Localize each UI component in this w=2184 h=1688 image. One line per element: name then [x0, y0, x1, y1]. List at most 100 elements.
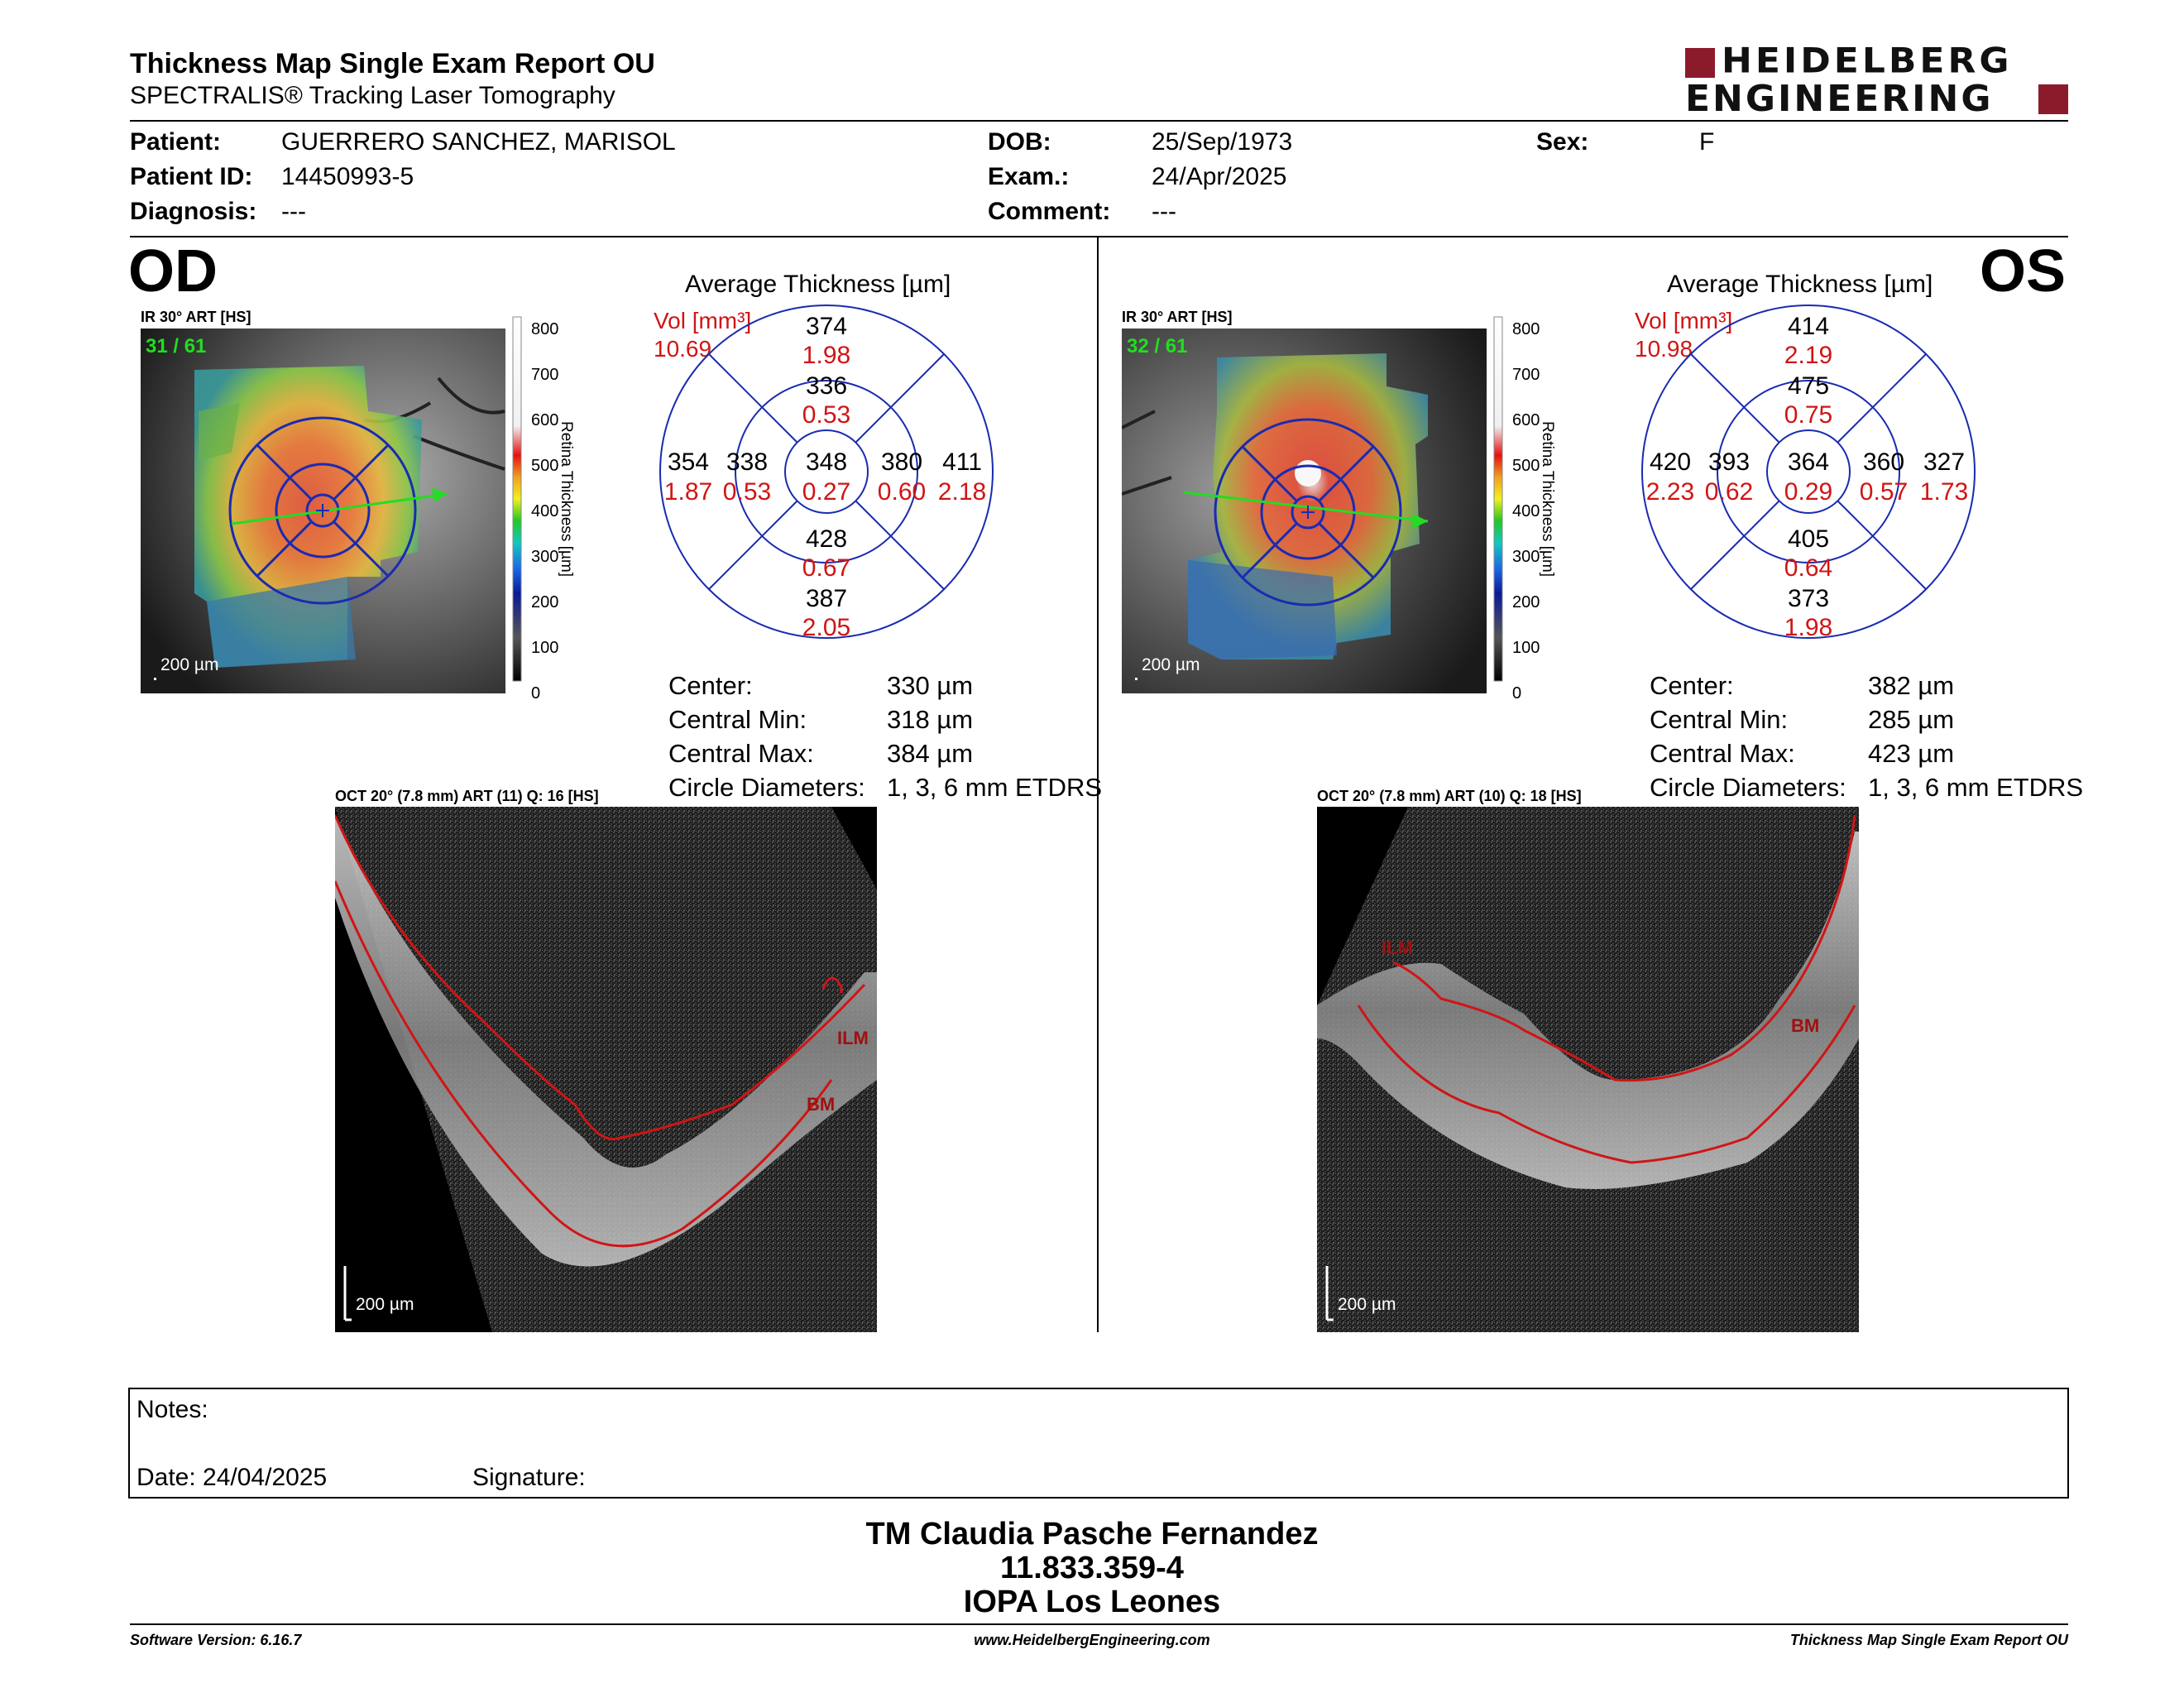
od-oct-bscan: [335, 807, 877, 1332]
os-colorbar-ticks: 800 700 600 500 400 300 200 100 0: [1512, 307, 1540, 717]
colorbar-tick: 200: [531, 593, 559, 611]
os-frame-counter: 32 / 61: [1127, 335, 1188, 357]
od-center-thickness: 348: [805, 448, 848, 476]
od-inner-bottom-volume: 0.67: [802, 554, 851, 582]
signoff-rut: 11.833.359-4: [1000, 1551, 1184, 1585]
os-outer-bottom-thickness: 373: [1787, 585, 1830, 612]
logo-square-right: [2038, 84, 2068, 114]
os-inner-left-thickness: 393: [1707, 448, 1751, 476]
sex-value: F: [1699, 128, 1715, 156]
os-outer-left-volume: 2.23: [1645, 478, 1695, 506]
os-inner-bottom-thickness: 405: [1787, 525, 1830, 553]
od-outer-left-volume: 1.87: [663, 478, 713, 506]
os-avg-title: Average Thickness [µm]: [1667, 271, 1933, 298]
header-divider: [130, 120, 2068, 122]
colorbar-tick: 300: [531, 548, 559, 566]
os-stat-circle-diameters: Circle Diameters: 1, 3, 6 mm ETDRS: [1650, 770, 2083, 804]
patient-id-label: Patient ID:: [130, 163, 253, 190]
stat-label: Circle Diameters:: [668, 773, 865, 802]
od-inner-right-thickness: 380: [880, 448, 923, 476]
od-oct-scale: 200 µm: [356, 1295, 414, 1314]
od-inner-top-volume: 0.53: [802, 401, 851, 429]
stat-label: Center:: [668, 671, 753, 700]
footer-divider: [130, 1623, 2068, 1625]
od-stat-central-max: Central Max: 384 µm: [668, 736, 1102, 770]
od-stat-central-min: Central Min: 318 µm: [668, 703, 1102, 736]
os-oct-ilm-label: ILM: [1382, 938, 1413, 958]
od-colorbar-title: Retina Thickness [µm]: [558, 421, 575, 577]
notes-date: Date: 24/04/2025: [136, 1464, 328, 1491]
os-colorbar: [1493, 316, 1503, 682]
colorbar-tick: 400: [531, 502, 559, 520]
website-link[interactable]: www.HeidelbergEngineering.com: [974, 1632, 1210, 1648]
diagnosis-value: ---: [281, 198, 306, 225]
os-sectors: 414 2.19 475 0.75 364 0.29 420 2.23 393 …: [1639, 300, 1978, 647]
colorbar-tick: 800: [1512, 320, 1540, 338]
stat-label: Central Min:: [1650, 705, 1789, 734]
od-fundus-scale: 200 µm: [160, 655, 219, 674]
od-oct-bm-label: BM: [807, 1094, 836, 1115]
od-outer-top-volume: 1.98: [802, 342, 851, 369]
os-vol-value: 10.98: [1635, 336, 1693, 362]
colorbar-tick: 0: [1512, 684, 1522, 703]
colorbar-tick: 600: [531, 411, 559, 429]
od-sectors: 374 1.98 336 0.53 348 0.27 354 1.87 338 …: [657, 300, 996, 647]
os-stats: Center: 382 µm Central Min: 285 µm Central…: [1650, 669, 2083, 804]
colorbar-tick: 200: [1512, 593, 1540, 611]
signoff-place: IOPA Los Leones: [963, 1585, 1221, 1619]
colorbar-tick: 600: [1512, 411, 1540, 429]
stat-label: Central Min:: [668, 705, 807, 734]
os-oct-scale: 200 µm: [1338, 1295, 1396, 1314]
os-oct-bm-label: BM: [1791, 1015, 1820, 1036]
od-inner-left-volume: 0.53: [722, 478, 772, 506]
od-stats: Center: 330 µm Central Min: 318 µm Central…: [668, 669, 1102, 804]
od-eye-label: OD: [128, 238, 218, 305]
os-colorbar-title: Retina Thickness [µm]: [1539, 421, 1556, 577]
od-oct-ilm-label: ILM: [837, 1028, 869, 1048]
os-etdrs-grid: [1641, 305, 1976, 639]
os-inner-bottom-volume: 0.64: [1784, 554, 1833, 582]
os-outer-right-volume: 1.73: [1919, 478, 1969, 506]
exam-label: Exam.:: [988, 163, 1070, 190]
od-avg-title: Average Thickness [µm]: [685, 271, 951, 298]
logo-line1: HEIDELBERG: [1722, 41, 2013, 81]
stat-value: 384 µm: [887, 739, 974, 768]
os-fundus-scale: 200 µm: [1142, 655, 1200, 674]
heidelberg-logo: HEIDELBERG ENGINEERING: [1685, 41, 2068, 117]
stat-value: 382 µm: [1868, 671, 1955, 700]
report-title: Thickness Map Single Exam Report OU: [130, 48, 655, 79]
comment-value: ---: [1152, 198, 1176, 225]
od-outer-right-volume: 2.18: [937, 478, 987, 506]
dob-value: 25/Sep/1973: [1152, 128, 1293, 156]
stat-value: 285 µm: [1868, 705, 1955, 734]
signature-label: Signature:: [472, 1464, 586, 1491]
signoff-name: TM Claudia Pasche Fernandez: [865, 1517, 1319, 1551]
comment-label: Comment:: [988, 198, 1111, 225]
os-center-volume: 0.29: [1784, 478, 1833, 506]
os-outer-left-thickness: 420: [1649, 448, 1692, 476]
colorbar-tick: 700: [1512, 366, 1540, 384]
od-vol-label: Vol [mm³]: [654, 308, 752, 333]
od-oct-label: OCT 20° (7.8 mm) ART (11) Q: 16 [HS]: [335, 788, 599, 804]
colorbar-tick: 300: [1512, 548, 1540, 566]
od-center-volume: 0.27: [802, 478, 851, 506]
od-inner-bottom-thickness: 428: [805, 525, 848, 553]
od-inner-left-thickness: 338: [726, 448, 769, 476]
os-fundus-map: [1122, 328, 1487, 693]
software-version: Software Version: 6.16.7: [130, 1632, 302, 1648]
footer-report-name: Thickness Map Single Exam Report OU: [1789, 1632, 2068, 1648]
logo-square-left: [1685, 48, 1715, 78]
exam-value: 24/Apr/2025: [1152, 163, 1287, 190]
colorbar-tick: 500: [1512, 457, 1540, 475]
os-stat-center: Center: 382 µm: [1650, 669, 2083, 703]
colorbar-tick: 800: [531, 320, 559, 338]
os-inner-left-volume: 0.62: [1704, 478, 1754, 506]
os-eye-label: OS: [1980, 238, 2067, 305]
od-outer-right-thickness: 411: [942, 448, 982, 476]
od-outer-left-thickness: 354: [667, 448, 710, 476]
od-inner-top-thickness: 336: [805, 372, 848, 400]
os-inner-top-thickness: 475: [1787, 372, 1830, 400]
eye-separator: [1097, 237, 1099, 1332]
notes-box[interactable]: Notes: Date: 24/04/2025 Signature:: [128, 1388, 2069, 1499]
stat-value: 423 µm: [1868, 739, 1955, 768]
